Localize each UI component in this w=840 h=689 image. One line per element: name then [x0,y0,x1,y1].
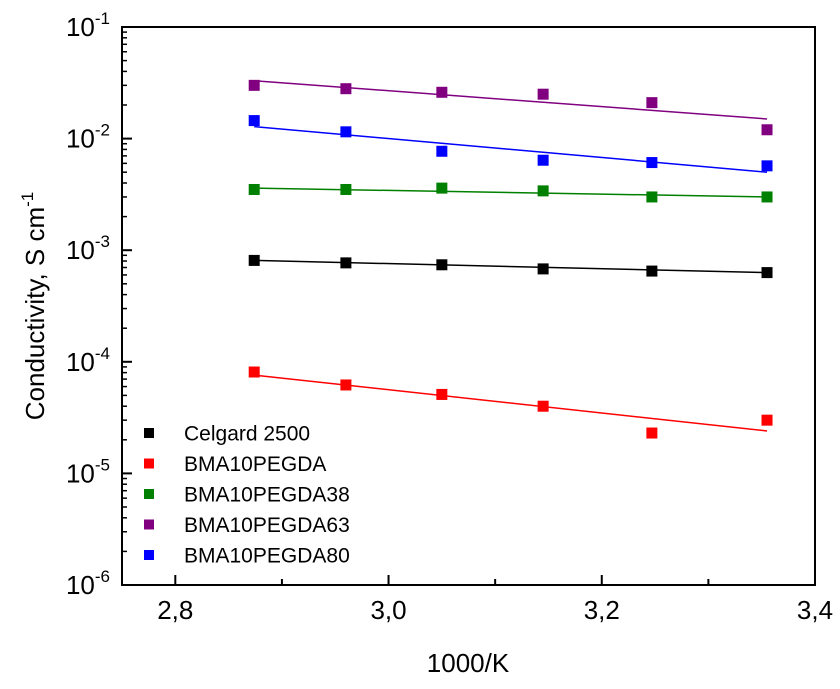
data-point [340,379,352,391]
fit-line [254,374,768,432]
legend-swatch [144,428,154,438]
fit-lines [254,79,768,432]
fit-line [254,79,768,120]
legend-label: BMA10PEGDA38 [184,484,350,507]
legend-label: Celgard 2500 [184,423,310,446]
legend-label: BMA10PEGDA63 [184,514,350,537]
y-tick-exponent: -1 [95,9,110,28]
x-axis-title: 1000/K [427,648,510,678]
data-point [537,185,549,197]
y-tick-base: 10 [66,347,95,377]
data-point [340,126,352,138]
fit-line [254,259,768,274]
y-tick-exponent: -3 [95,232,110,251]
data-point [248,254,260,266]
y-tick-exponent: -6 [95,567,110,586]
y-tick-label: 10-6 [66,567,110,600]
data-point [436,388,448,400]
data-point [761,124,773,136]
data-points [248,79,773,439]
data-point [436,86,448,98]
y-tick-base: 10 [66,124,95,154]
legend: Celgard 2500 BMA10PEGDA BMA10PEGDA38 BMA10P… [144,423,350,568]
x-tick-label: 3,0 [370,595,406,625]
data-point [761,191,773,203]
y-tick-label: 10-4 [66,344,110,377]
y-tick-base: 10 [66,458,95,488]
y-tick-label: 10-1 [66,9,110,42]
legend-label: BMA10PEGDA80 [184,545,350,568]
data-point [248,79,260,91]
y-axis-title-superscript: -1 [18,192,37,207]
data-point [248,366,260,378]
y-tick-exponent: -2 [95,121,110,140]
axis-ticks: 2,8 3,0 3,2 3,410-610-510-410-310-210-1 [66,9,833,625]
legend-label: BMA10PEGDA [184,453,326,476]
legend-swatch [144,458,154,469]
legend-swatch [144,550,154,560]
y-tick-base: 10 [66,570,95,600]
data-point [537,400,549,412]
y-tick-base: 10 [66,12,95,42]
x-tick-label: 3,2 [584,595,620,625]
data-point [761,414,773,426]
data-point [340,83,352,95]
y-tick-base: 10 [66,235,95,265]
data-point [646,265,658,277]
x-tick-label: 2,8 [157,595,193,625]
data-point [436,182,448,194]
y-tick-label: 10-2 [66,121,110,154]
y-axis-title: Conductivity, S cm-1 [18,192,50,420]
data-point [646,191,658,203]
data-point [646,157,658,169]
data-point [646,427,658,439]
data-point [537,88,549,100]
y-tick-exponent: -4 [95,344,110,363]
data-point [761,267,773,279]
y-tick-label: 10-3 [66,232,110,265]
data-point [436,145,448,157]
fit-line [254,187,768,198]
data-point [436,259,448,271]
data-point [340,257,352,269]
legend-swatch [144,519,154,530]
y-tick-label: 10-5 [66,455,110,488]
data-point [248,115,260,127]
data-point [646,97,658,109]
plot-frame [121,26,816,586]
data-point [340,183,352,195]
y-axis-title-text: Conductivity, S cm [20,207,50,420]
x-tick-label: 3,4 [797,595,833,625]
data-point [248,183,260,195]
data-point [761,160,773,172]
y-tick-exponent: -5 [95,455,110,474]
data-point [537,154,549,166]
legend-swatch [144,489,154,499]
data-point [537,263,549,275]
fit-line [254,125,768,173]
